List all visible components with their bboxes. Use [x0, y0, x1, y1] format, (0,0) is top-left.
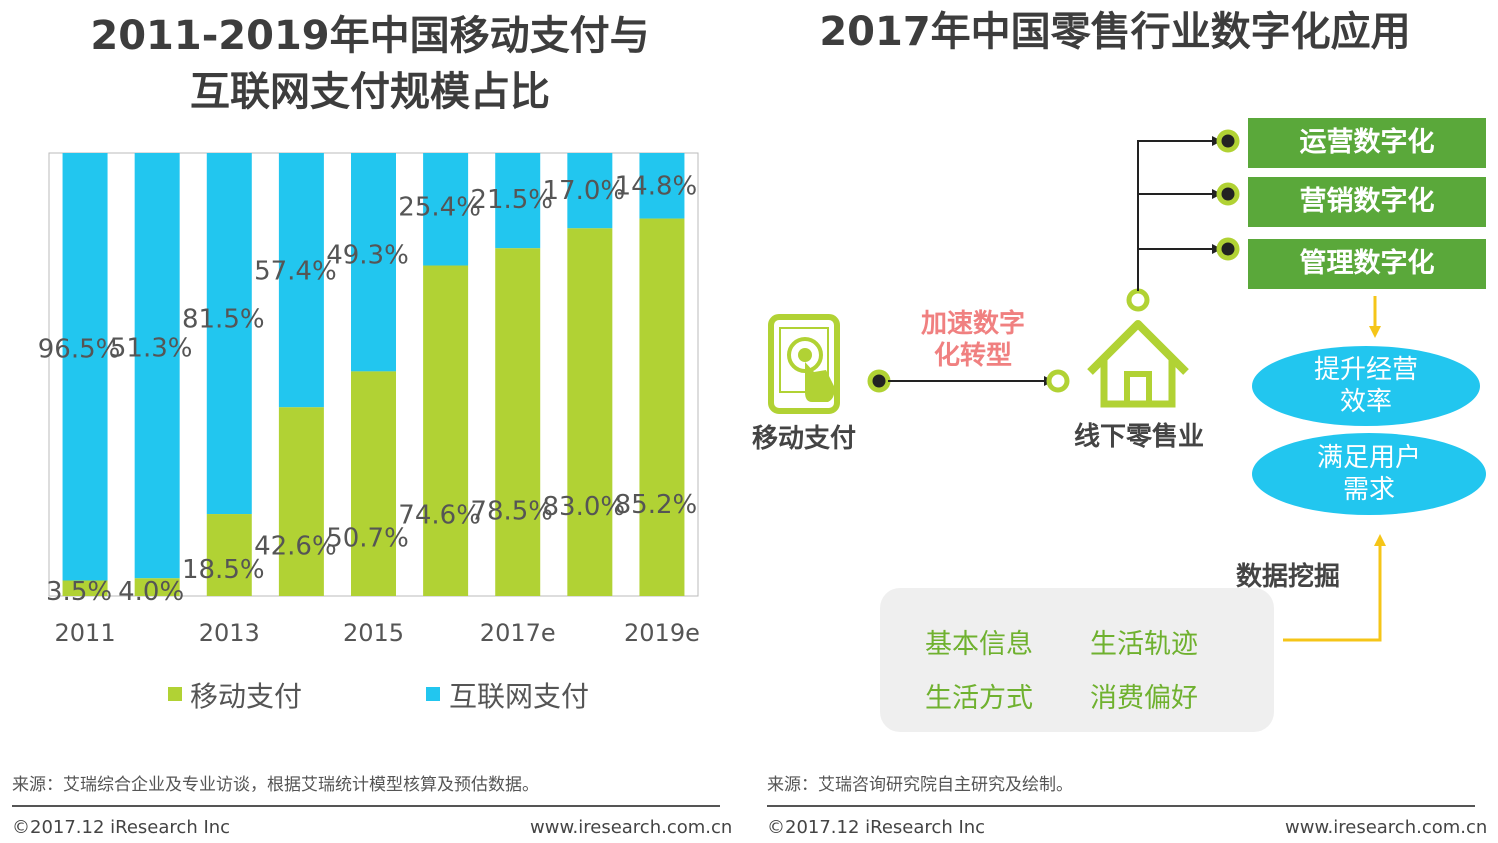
legend-label-1: 互联网支付	[449, 680, 589, 713]
label-internet-2011: 96.5%	[38, 334, 121, 364]
bar-mobile-2019e	[639, 218, 685, 596]
right-footer-divider	[767, 805, 1475, 807]
data-mining-label: 数据挖掘	[1236, 562, 1341, 592]
label-mobile-2011: 3.5%	[46, 577, 112, 607]
label-internet-2015: 49.3%	[326, 240, 409, 270]
bar-mobile-2017e	[495, 248, 541, 596]
operation-digital-box: 运营数字化	[1248, 118, 1486, 168]
bar-internet-2011	[62, 153, 108, 581]
x-tick-2017e: 2017e	[480, 619, 556, 647]
bar-mobile-2014	[278, 407, 324, 596]
mining-arrow-yellow	[1283, 534, 1386, 642]
bar-mobile-2012	[134, 578, 180, 596]
bar-internet-2012	[134, 153, 180, 579]
chart-title-line2: 互联网支付规模占比	[190, 69, 550, 115]
left-copyright: ©2017.12 iResearch Inc	[12, 817, 231, 838]
panel-life-track: 生活轨迹	[1090, 629, 1198, 660]
bar-internet-2015	[351, 153, 396, 372]
user-needs-ellipse: 满足用户 需求	[1252, 433, 1486, 515]
label-mobile-2018e: 83.0%	[543, 492, 626, 522]
label-internet-2012: 51.3%	[110, 333, 193, 363]
label-mobile-2016: 74.6%	[398, 500, 481, 530]
mobile-phone-icon	[768, 314, 840, 414]
bar-internet-2017e	[495, 153, 541, 249]
right-website-link[interactable]: www.iresearch.com.cn	[1285, 817, 1488, 838]
label-internet-2018e: 17.0%	[543, 176, 626, 206]
bar-mobile-2011	[62, 580, 108, 596]
legend-swatch-1	[426, 687, 440, 701]
x-tick-2011: 2011	[55, 619, 116, 647]
efficiency-line2: 效率	[1339, 387, 1392, 417]
bar-internet-2013	[206, 153, 252, 515]
panel-consumption-pref: 消费偏好	[1090, 683, 1198, 714]
diagram-title: 2017年中国零售行业数字化应用	[819, 9, 1411, 55]
user-needs-line2: 需求	[1342, 475, 1395, 505]
label-internet-2019e: 14.8%	[615, 172, 698, 202]
user-needs-line1: 满足用户	[1316, 443, 1421, 473]
right-source-note: 来源：艾瑞咨询研究院自主研究及绘制。	[767, 775, 1073, 795]
accel-transform-label: 加速数字 化转型	[900, 308, 1046, 372]
left-footer-divider	[12, 805, 720, 807]
label-internet-2013: 81.5%	[182, 304, 265, 334]
chart-title: 2011-2019年中国移动支付与 互联网支付规模占比	[20, 8, 720, 120]
accel-line2: 化转型	[933, 341, 1012, 371]
right-copyright: ©2017.12 iResearch Inc	[767, 817, 986, 838]
bar-internet-2014	[278, 153, 324, 408]
down-arrow-yellow	[1369, 296, 1381, 338]
offline-retail-label: 线下零售业	[1074, 422, 1205, 452]
retail-branch-lines	[1126, 129, 1240, 312]
panel-lifestyle: 生活方式	[925, 683, 1033, 714]
label-internet-2017e: 21.5%	[470, 185, 553, 215]
x-tick-2015: 2015	[343, 619, 404, 647]
left-source-note: 来源：艾瑞综合企业及专业访谈，根据艾瑞统计模型核算及预估数据。	[12, 775, 539, 795]
label-mobile-2015: 50.7%	[326, 524, 409, 554]
stacked-bar-chart: 3.5% 96.5% 4.0% 51.3% 18.5% 81.5% 42.6% 57.4% 50…	[38, 152, 700, 713]
x-tick-2019e: 2019e	[624, 619, 700, 647]
efficiency-line1: 提升经营	[1313, 355, 1418, 385]
x-tick-2013: 2013	[199, 619, 260, 647]
efficiency-ellipse: 提升经营 效率	[1252, 346, 1480, 426]
label-mobile-2019e: 85.2%	[615, 490, 698, 520]
label-mobile-2012: 4.0%	[118, 577, 184, 607]
bar-mobile-2013	[206, 514, 252, 596]
legend-swatch-0	[168, 687, 182, 701]
label-internet-2016: 25.4%	[398, 193, 481, 223]
bar-mobile-2018e	[567, 228, 613, 596]
diagram-connectors	[768, 129, 1386, 642]
chart-title-line1: 2011-2019年中国移动支付与	[90, 13, 650, 59]
accel-line1: 加速数字	[920, 309, 1025, 339]
mobile-payment-label: 移动支付	[752, 424, 857, 454]
bar-mobile-2015	[351, 371, 396, 596]
label-mobile-2017e: 78.5%	[470, 496, 553, 526]
bar-internet-2019e	[639, 153, 685, 219]
bar-mobile-2016	[423, 265, 469, 596]
house-icon	[1087, 320, 1189, 408]
label-internet-2014: 57.4%	[254, 256, 337, 286]
marketing-digital-box: 营销数字化	[1248, 177, 1486, 227]
label-mobile-2013: 18.5%	[182, 555, 265, 585]
bar-internet-2016	[423, 153, 469, 266]
accel-arrow	[867, 369, 1070, 393]
bar-internet-2018e	[567, 153, 613, 229]
left-website-link[interactable]: www.iresearch.com.cn	[530, 817, 733, 838]
panel-basic-info: 基本信息	[925, 629, 1033, 660]
legend-label-0: 移动支付	[190, 680, 302, 713]
label-mobile-2014: 42.6%	[254, 531, 337, 561]
data-panel	[880, 588, 1274, 732]
management-digital-box: 管理数字化	[1248, 239, 1486, 289]
